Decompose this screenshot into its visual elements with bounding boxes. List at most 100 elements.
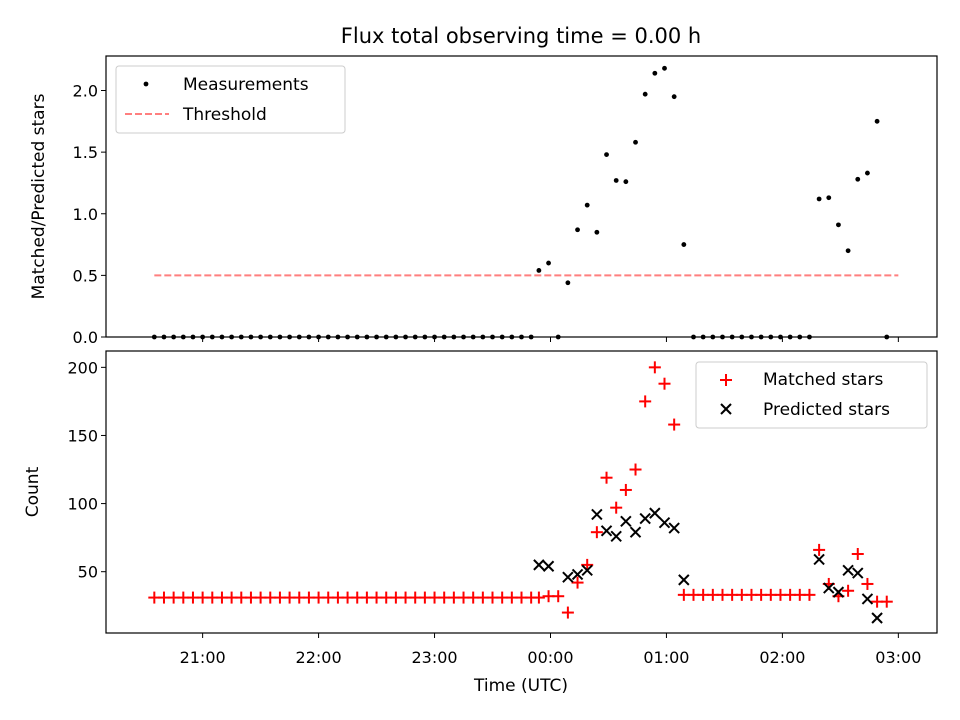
measurement-point [642, 91, 648, 97]
predicted-star-marker [600, 525, 613, 537]
ratio-y-tick-label: 1.5 [73, 143, 98, 162]
predicted-star-stroke-b [591, 508, 603, 521]
predicted-star-marker [842, 564, 854, 577]
predicted-star-stroke-b [581, 564, 593, 577]
predicted-star-marker [813, 553, 825, 566]
matched-stars-layer [148, 361, 893, 619]
matched-star-marker [610, 501, 623, 514]
legend-measurements-marker [143, 81, 149, 87]
predicted-star-marker [823, 582, 835, 594]
predicted-star-stroke-b [649, 507, 661, 519]
ratio-panel-frame [105, 55, 938, 338]
predicted-star-marker [639, 512, 651, 525]
count-x-tick-label: 21:00 [180, 648, 226, 667]
measurement-point [584, 202, 590, 208]
predicted-star-marker [581, 564, 593, 577]
count-legend-box [695, 361, 928, 429]
count-x-tick-label: 01:00 [643, 648, 689, 667]
matched-star-marker [590, 526, 603, 539]
measurement-point [623, 179, 629, 185]
predicted-star-stroke-b [533, 559, 545, 571]
predicted-star-marker [649, 507, 661, 519]
predicted-star-marker [542, 560, 555, 572]
predicted-star-marker [668, 522, 680, 534]
predicted-star-marker [852, 567, 864, 579]
measurement-point [855, 176, 861, 182]
matched-star-marker [813, 543, 826, 556]
predicted-star-stroke-b [813, 553, 825, 566]
predicted-star-stroke-b [639, 512, 651, 525]
predicted-star-marker [591, 508, 603, 521]
predicted-star-stroke-b [861, 593, 874, 605]
count-x-tick-label: 02:00 [759, 648, 805, 667]
count-x-tick-label: 03:00 [875, 648, 921, 667]
ratio-x-ticks [202, 337, 899, 342]
ratio-legend: Measurements Threshold [115, 65, 346, 134]
ratio-y-tick-label: 1.0 [73, 205, 98, 224]
legend-threshold-label: Threshold [182, 105, 267, 125]
measurement-point [546, 260, 551, 266]
matched-star-marker [668, 418, 681, 431]
count-y-tick-label: 150 [67, 426, 98, 445]
predicted-star-marker [533, 559, 545, 571]
predicted-star-stroke-b [668, 522, 680, 534]
predicted-star-marker [620, 515, 632, 527]
count-y-tick-label: 100 [67, 495, 98, 514]
count-x-axis: 21:00 22:00 23:00 00:00 01:00 02:00 03:00 [180, 633, 921, 667]
legend-matched-marker [720, 374, 732, 386]
predicted-star-marker [871, 612, 883, 624]
matched-star-marker [648, 361, 661, 374]
measurement-point [662, 65, 667, 71]
count-y-tick-label: 50 [78, 563, 98, 582]
matched-star-marker [581, 558, 594, 571]
measurement-point [836, 222, 841, 228]
measurement-point [845, 248, 851, 254]
measurement-point [865, 170, 870, 176]
measurement-point [874, 118, 880, 124]
measurement-point [816, 196, 822, 202]
ratio-panel: 0.00.51.01.52.0 Matched/Predicted stars … [29, 55, 938, 347]
predicted-star-stroke-b [678, 574, 690, 586]
count-legend: Matched stars Predicted stars [695, 361, 928, 429]
matched-star-marker [851, 547, 864, 560]
predicted-star-marker [658, 516, 671, 529]
measurement-point [604, 152, 609, 157]
legend-measurements-label: Measurements [183, 75, 309, 95]
predicted-star-marker [861, 593, 874, 605]
measurement-point [633, 139, 638, 145]
matched-star-marker [600, 471, 613, 484]
ratio-y-tick-label: 0.0 [73, 328, 98, 347]
matched-star-marker [861, 577, 874, 590]
count-x-tick-label: 23:00 [411, 648, 457, 667]
matched-star-marker [571, 576, 584, 589]
predicted-star-stroke-b [852, 567, 864, 579]
measurement-point [536, 268, 542, 273]
matched-star-marker [532, 591, 545, 604]
x-axis-label: Time (UTC) [473, 676, 568, 696]
measurement-point [575, 227, 580, 233]
matched-star-marker [561, 606, 574, 619]
predicted-star-stroke-b [562, 571, 574, 583]
predicted-star-stroke-b [620, 515, 632, 527]
predicted-stars-layer [533, 507, 883, 624]
legend-matched-label: Matched stars [763, 370, 883, 390]
measurement-point [826, 195, 832, 201]
count-y-axis-label: Count [23, 466, 43, 517]
predicted-star-marker [678, 574, 690, 586]
matched-star-marker [639, 395, 652, 408]
count-y-axis: 50 100 150 200 [67, 358, 106, 582]
measurement-point [613, 178, 619, 183]
predicted-star-stroke-b [658, 516, 671, 529]
predicted-star-stroke-b [610, 530, 622, 542]
count-x-tick-label: 22:00 [296, 648, 342, 667]
measurement-point [671, 94, 677, 100]
matched-star-marker [552, 590, 565, 603]
legend-predicted-label: Predicted stars [763, 400, 890, 420]
matched-star-marker [619, 483, 632, 496]
predicted-star-marker [610, 530, 622, 542]
ratio-y-tick-label: 2.0 [73, 82, 98, 101]
count-panel-frame [105, 350, 938, 634]
measurement-point [652, 70, 658, 76]
matched-star-marker [658, 377, 671, 390]
